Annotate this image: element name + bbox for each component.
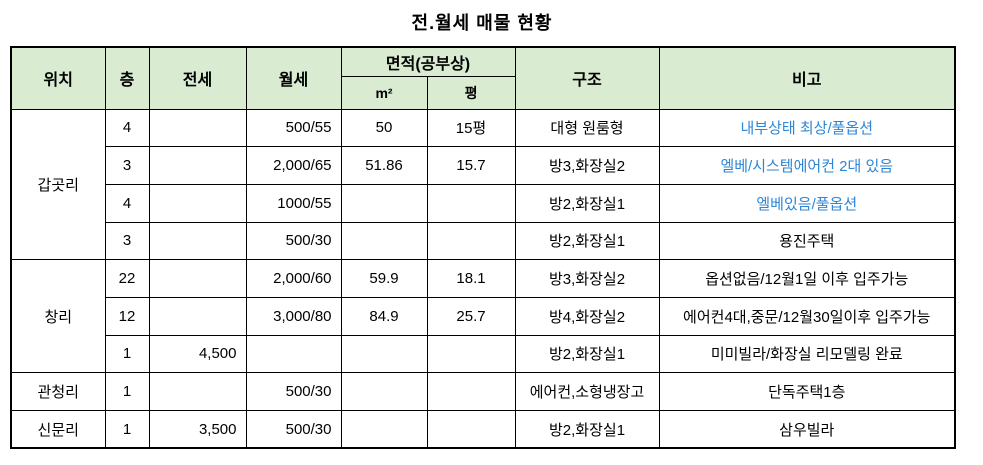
col-header-location: 위치 bbox=[10, 46, 106, 110]
col-header-note: 비고 bbox=[658, 46, 956, 110]
cell-area-m2 bbox=[340, 372, 428, 411]
cell-floor: 22 bbox=[104, 259, 150, 298]
col-header-area-m2: m² bbox=[340, 75, 428, 110]
table-row: 신문리 1 3,500 500/30 방2,화장실1 삼우빌라 bbox=[10, 410, 956, 449]
cell-wolse: 3,000/80 bbox=[245, 296, 342, 336]
table-header: 위치 층 전세 월세 면적(공부상) 구조 비고 m² 평 bbox=[10, 46, 956, 110]
cell-wolse: 1000/55 bbox=[245, 183, 342, 223]
cell-area-pyeong bbox=[426, 183, 516, 223]
cell-location: 관청리 bbox=[10, 372, 106, 411]
cell-structure: 방3,화장실2 bbox=[514, 259, 660, 298]
cell-structure: 대형 원룸형 bbox=[514, 108, 660, 148]
cell-location: 신문리 bbox=[10, 410, 106, 449]
table-row: 갑곳리 4 500/55 50 15평 대형 원룸형 내부상태 최상/풀옵션 bbox=[10, 108, 956, 261]
cell-location: 갑곳리 bbox=[10, 108, 106, 261]
cell-area-m2 bbox=[340, 183, 428, 223]
cell-area-pyeong bbox=[426, 221, 516, 261]
cell-area-m2: 50 bbox=[340, 108, 428, 148]
cell-structure: 방2,화장실1 bbox=[514, 334, 660, 374]
cell-area-pyeong: 25.7 bbox=[426, 296, 516, 336]
header-row-1: 위치 층 전세 월세 면적(공부상) 구조 비고 bbox=[10, 46, 956, 110]
table-row: 창리 22 2,000/60 59.9 18.1 방3,화장실2 옵션없음/12… bbox=[10, 259, 956, 374]
cell-area-m2: 84.9 bbox=[340, 296, 428, 336]
cell-jeonse bbox=[148, 108, 247, 148]
col-header-area-pyeong: 평 bbox=[426, 75, 516, 110]
cell-note: 단독주택1층 bbox=[658, 372, 956, 411]
cell-area-pyeong bbox=[426, 372, 516, 411]
cell-structure: 방3,화장실2 bbox=[514, 146, 660, 185]
cell-jeonse bbox=[148, 372, 247, 411]
cell-floor: 3 bbox=[104, 221, 150, 261]
cell-area-pyeong bbox=[426, 334, 516, 374]
cell-note: 용진주택 bbox=[658, 221, 956, 261]
cell-wolse: 500/55 bbox=[245, 108, 342, 148]
cell-wolse: 500/30 bbox=[245, 221, 342, 261]
col-header-area-group: 면적(공부상) bbox=[340, 46, 516, 77]
cell-floor: 1 bbox=[104, 372, 150, 411]
table-row: 관청리 1 500/30 에어컨,소형냉장고 단독주택1층 bbox=[10, 372, 956, 411]
cell-area-pyeong: 18.1 bbox=[426, 259, 516, 298]
cell-floor: 1 bbox=[104, 410, 150, 449]
cell-note: 옵션없음/12월1일 이후 입주가능 bbox=[658, 259, 956, 298]
col-header-jeonse: 전세 bbox=[148, 46, 247, 110]
cell-jeonse bbox=[148, 146, 247, 185]
cell-area-pyeong: 15평 bbox=[426, 108, 516, 148]
cell-area-m2: 59.9 bbox=[340, 259, 428, 298]
cell-floor: 1 bbox=[104, 334, 150, 374]
cell-floor: 12 bbox=[104, 296, 150, 336]
cell-note: 에어컨4대,중문/12월30일이후 입주가능 bbox=[658, 296, 956, 336]
col-header-floor: 층 bbox=[104, 46, 150, 110]
cell-area-m2 bbox=[340, 410, 428, 449]
cell-note: 삼우빌라 bbox=[658, 410, 956, 449]
cell-wolse: 500/30 bbox=[245, 410, 342, 449]
cell-wolse bbox=[245, 334, 342, 374]
listings-table: 위치 층 전세 월세 면적(공부상) 구조 비고 m² 평 갑곳리 4 500/… bbox=[10, 46, 957, 450]
cell-note: 엘베/시스템에어컨 2대 있음 bbox=[658, 146, 956, 185]
cell-note: 미미빌라/화장실 리모델링 완료 bbox=[658, 334, 956, 374]
cell-note: 엘베있음/풀옵션 bbox=[658, 183, 956, 223]
cell-area-pyeong: 15.7 bbox=[426, 146, 516, 185]
cell-jeonse bbox=[148, 221, 247, 261]
header-row-2: m² 평 bbox=[11, 75, 955, 110]
cell-structure: 에어컨,소형냉장고 bbox=[514, 372, 660, 411]
cell-jeonse bbox=[148, 259, 247, 298]
cell-jeonse bbox=[148, 183, 247, 223]
cell-jeonse bbox=[148, 296, 247, 336]
cell-structure: 방2,화장실1 bbox=[514, 221, 660, 261]
cell-structure: 방4,화장실2 bbox=[514, 296, 660, 336]
table-row: 12 3,000/80 84.9 25.7 방4,화장실2 에어컨4대,중문/1… bbox=[11, 296, 956, 336]
cell-jeonse: 4,500 bbox=[148, 334, 247, 374]
cell-structure: 방2,화장실1 bbox=[514, 410, 660, 449]
cell-floor: 4 bbox=[104, 183, 150, 223]
table-row: 4 1000/55 방2,화장실1 엘베있음/풀옵션 bbox=[11, 183, 956, 223]
page-title: 전.월세 매물 현황 bbox=[411, 13, 553, 33]
col-header-structure: 구조 bbox=[514, 46, 660, 110]
cell-note: 내부상태 최상/풀옵션 bbox=[658, 108, 956, 148]
cell-location: 창리 bbox=[10, 259, 106, 374]
cell-wolse: 2,000/60 bbox=[245, 259, 342, 298]
cell-floor: 4 bbox=[104, 108, 150, 148]
table-row: 1 4,500 방2,화장실1 미미빌라/화장실 리모델링 완료 bbox=[11, 334, 956, 374]
table-row: 3 2,000/65 51.86 15.7 방3,화장실2 엘베/시스템에어컨 … bbox=[11, 146, 956, 185]
cell-area-pyeong bbox=[426, 410, 516, 449]
cell-jeonse: 3,500 bbox=[148, 410, 247, 449]
cell-area-m2 bbox=[340, 221, 428, 261]
cell-area-m2: 51.86 bbox=[340, 146, 428, 185]
cell-wolse: 2,000/65 bbox=[245, 146, 342, 185]
cell-area-m2 bbox=[340, 334, 428, 374]
cell-floor: 3 bbox=[104, 146, 150, 185]
cell-wolse: 500/30 bbox=[245, 372, 342, 411]
cell-structure: 방2,화장실1 bbox=[514, 183, 660, 223]
table-row: 3 500/30 방2,화장실1 용진주택 bbox=[11, 221, 956, 261]
col-header-wolse: 월세 bbox=[245, 46, 342, 110]
